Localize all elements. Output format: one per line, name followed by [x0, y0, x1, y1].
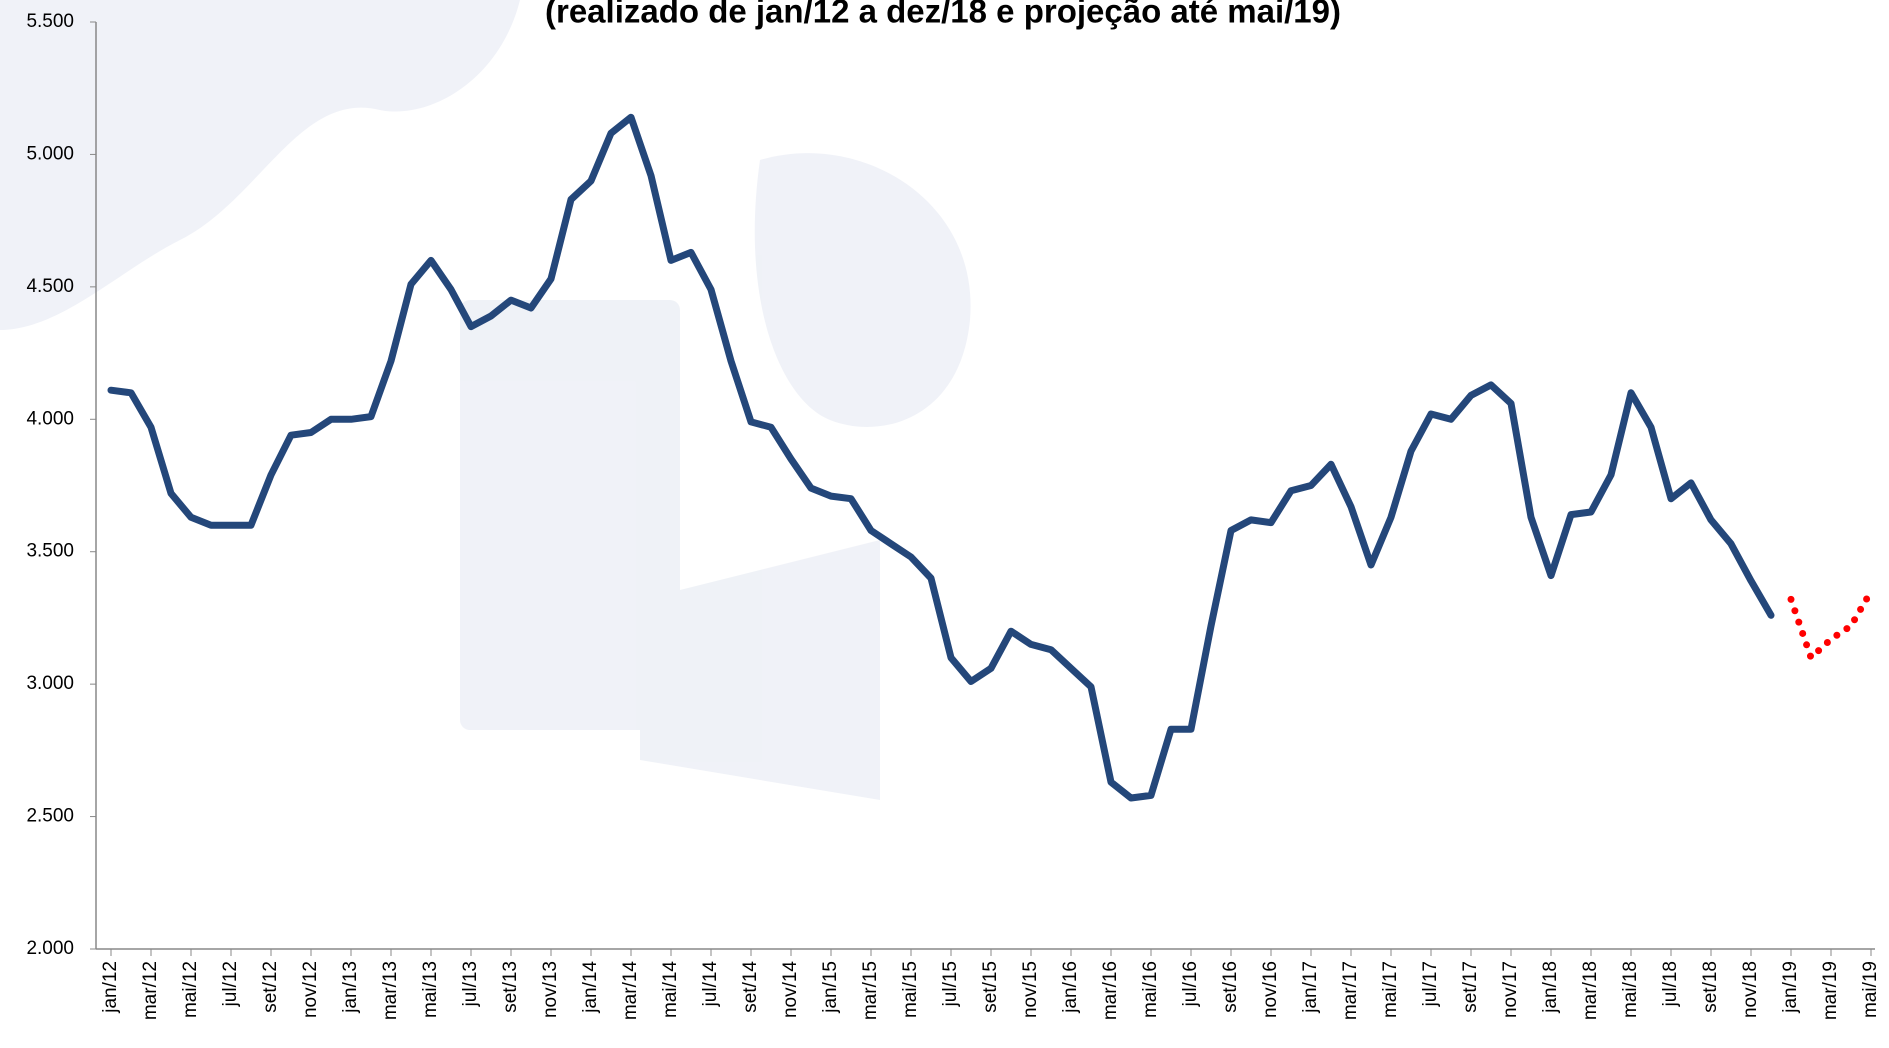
y-tick-label: 2.500: [26, 806, 74, 827]
x-tick-label: set/13: [500, 961, 521, 1013]
x-tick-label: mar/19: [1820, 961, 1841, 1020]
x-tick-label: mai/16: [1140, 961, 1161, 1018]
x-tick-label: mar/13: [380, 961, 401, 1020]
x-tick-label: jul/18: [1660, 961, 1681, 1007]
x-tick-label: set/14: [740, 961, 761, 1013]
x-tick-label: jan/15: [820, 961, 841, 1014]
x-tick-label: mar/17: [1340, 961, 1361, 1020]
x-tick-label: mar/14: [620, 961, 641, 1021]
x-tick-label: nov/13: [540, 961, 561, 1018]
x-tick-label: jan/18: [1540, 961, 1561, 1014]
x-tick-label: nov/15: [1020, 961, 1041, 1018]
x-tick-label: nov/14: [780, 961, 801, 1018]
x-tick-label: set/16: [1220, 961, 1241, 1013]
x-tick-label: mar/16: [1100, 961, 1121, 1020]
y-tick-label: 5.000: [26, 143, 74, 164]
x-tick-label: jan/17: [1300, 961, 1321, 1014]
x-tick-label: set/12: [260, 961, 281, 1013]
y-tick-label: 4.000: [26, 408, 74, 429]
x-tick-label: mai/17: [1380, 961, 1401, 1018]
x-tick-label: jan/19: [1780, 961, 1801, 1014]
x-tick-label: set/18: [1700, 961, 1721, 1013]
x-tick-label: jul/14: [700, 961, 721, 1008]
x-tick-label: mai/13: [420, 961, 441, 1018]
watermark: [0, 0, 971, 800]
x-tick-label: mai/12: [180, 961, 201, 1018]
y-tick-label: 5.500: [26, 11, 74, 32]
x-tick-label: jan/14: [580, 961, 601, 1014]
x-tick-label: mar/15: [860, 961, 881, 1020]
x-tick-label: jul/17: [1420, 961, 1441, 1007]
y-tick-label: 4.500: [26, 276, 74, 297]
x-tick-label: jul/15: [940, 961, 961, 1007]
x-tick-label: nov/18: [1740, 961, 1761, 1018]
x-tick-label: nov/16: [1260, 961, 1281, 1018]
x-tick-label: mar/12: [140, 961, 161, 1020]
y-tick-label: 3.500: [26, 541, 74, 562]
x-tick-label: nov/17: [1500, 961, 1521, 1018]
x-tick-label: jan/12: [100, 961, 121, 1014]
series-line: [1787, 587, 1875, 662]
x-tick-label: set/17: [1460, 961, 1481, 1013]
x-tick-label: jan/16: [1060, 961, 1081, 1014]
x-tick-label: jul/13: [460, 961, 481, 1007]
chart-title: (realizado de jan/12 a dez/18 e projeção…: [545, 0, 1341, 30]
x-tick-label: jul/12: [220, 961, 241, 1007]
x-tick-label: mai/19: [1860, 961, 1881, 1018]
x-tick-label: mai/15: [900, 961, 921, 1018]
x-tick-label: set/15: [980, 961, 1001, 1013]
x-tick-label: mar/18: [1580, 961, 1601, 1020]
series-line: [107, 113, 1775, 802]
y-tick-label: 3.000: [26, 673, 74, 694]
x-tick-label: nov/12: [300, 961, 321, 1018]
y-tick-label: 2.000: [26, 938, 74, 959]
x-tick-label: mai/18: [1620, 961, 1641, 1018]
x-tick-label: jul/16: [1180, 961, 1201, 1007]
x-tick-label: mai/14: [660, 961, 681, 1018]
x-tick-label: jan/13: [340, 961, 361, 1014]
